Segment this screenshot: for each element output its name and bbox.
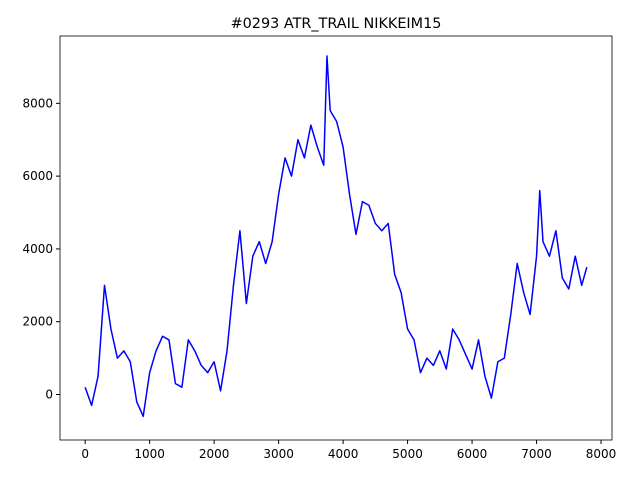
- chart-title: #0293 ATR_TRAIL NIKKEIM15: [231, 16, 442, 32]
- x-tick-label: 4000: [328, 447, 359, 461]
- x-tick-label: 6000: [457, 447, 488, 461]
- x-tick-label: 3000: [263, 447, 294, 461]
- x-tick-label: 1000: [134, 447, 165, 461]
- x-tick-label: 7000: [521, 447, 552, 461]
- y-tick-label: 4000: [22, 242, 53, 256]
- x-tick-label: 8000: [586, 447, 617, 461]
- plot-frame: [59, 35, 613, 441]
- y-tick-label: 2000: [22, 315, 53, 329]
- x-tick-label: 5000: [392, 447, 423, 461]
- y-tick-label: 0: [45, 388, 53, 402]
- x-tick-label: 0: [81, 447, 89, 461]
- data-line: [84, 55, 588, 418]
- y-tick-label: 8000: [22, 96, 53, 110]
- y-tick-label: 6000: [22, 169, 53, 183]
- x-tick-label: 2000: [199, 447, 230, 461]
